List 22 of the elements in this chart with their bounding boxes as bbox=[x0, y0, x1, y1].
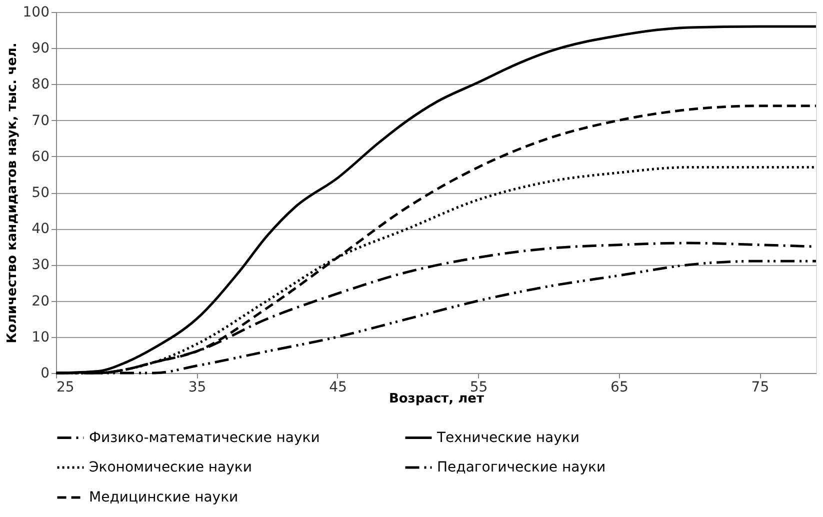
x-tick-label: 75 bbox=[751, 380, 770, 396]
x-tick-label: 25 bbox=[56, 380, 74, 396]
y-tick-label: 90 bbox=[32, 40, 50, 57]
y-tick-label: 50 bbox=[32, 185, 50, 201]
x-tick-label: 45 bbox=[329, 380, 347, 396]
y-tick-label: 40 bbox=[32, 221, 50, 238]
legend-label: Технические науки bbox=[436, 430, 580, 446]
y-tick-label: 100 bbox=[22, 4, 50, 20]
legend-label: Экономические науки bbox=[89, 460, 252, 476]
y-axis-title: Количество кандидатов наук, тыс. чел. bbox=[4, 42, 20, 344]
y-tick-label: 10 bbox=[32, 329, 50, 346]
legend-label: Педагогические науки bbox=[437, 460, 606, 476]
legend-label: Медицинские науки bbox=[89, 490, 238, 506]
y-tick-label: 70 bbox=[32, 112, 50, 129]
x-tick-label: 35 bbox=[188, 380, 206, 396]
y-tick-label: 30 bbox=[32, 257, 50, 274]
x-tick-label: 65 bbox=[610, 380, 628, 396]
legend-label: Физико-математические науки bbox=[89, 430, 320, 446]
y-tick-label: 20 bbox=[32, 293, 50, 310]
y-tick-label: 0 bbox=[40, 366, 50, 382]
y-tick-label: 60 bbox=[32, 148, 50, 165]
y-tick-label: 80 bbox=[32, 76, 50, 93]
